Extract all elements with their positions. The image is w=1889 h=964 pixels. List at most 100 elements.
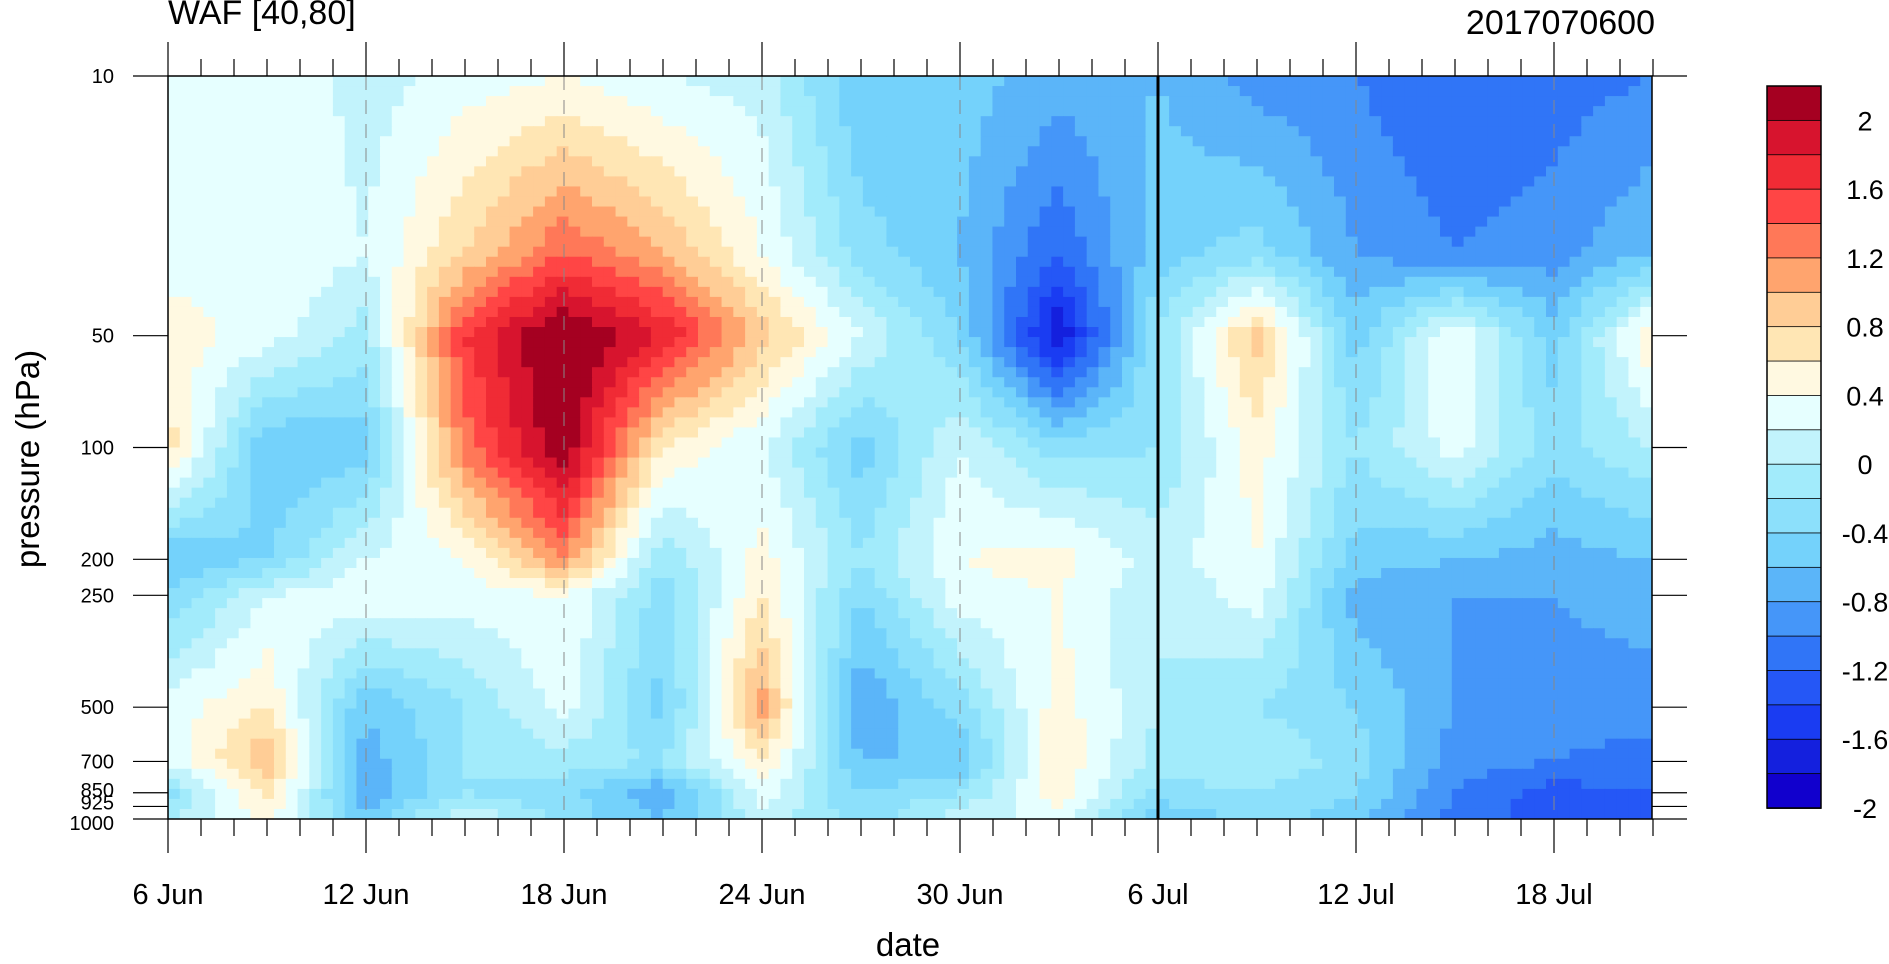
field-cell	[662, 337, 676, 348]
field-cell	[179, 96, 193, 107]
field-cell	[1322, 246, 1335, 258]
field-cell	[297, 457, 310, 469]
field-cell	[874, 377, 888, 388]
field-cell	[721, 337, 734, 348]
field-cell	[1581, 176, 1594, 188]
field-cell	[215, 347, 228, 358]
field-cell	[1145, 337, 1158, 348]
field-cell	[427, 276, 440, 288]
field-cell	[368, 116, 381, 127]
field-cell	[933, 457, 946, 469]
field-cell	[674, 166, 687, 177]
field-cell	[1074, 397, 1088, 408]
field-cell	[1169, 166, 1182, 177]
field-cell	[1510, 427, 1524, 439]
field-cell	[332, 226, 346, 238]
field-cell	[1322, 327, 1335, 338]
field-cell	[556, 377, 570, 388]
field-cell	[686, 387, 699, 398]
field-cell	[1381, 86, 1394, 97]
field-cell	[191, 246, 204, 258]
field-cell	[297, 166, 310, 177]
field-cell	[1133, 387, 1147, 398]
field-cell	[297, 106, 310, 117]
field-cell	[1122, 76, 1135, 87]
field-cell	[780, 126, 793, 137]
field-cell	[1451, 316, 1465, 328]
field-cell	[309, 216, 322, 228]
field-cell	[215, 106, 228, 117]
field-cell	[1004, 246, 1017, 258]
field-cell	[627, 96, 640, 107]
field-cell	[1569, 216, 1582, 228]
field-cell	[815, 166, 829, 177]
field-cell	[262, 166, 275, 177]
field-cell	[1039, 397, 1052, 408]
field-cell	[544, 327, 558, 338]
field-cell	[1581, 296, 1594, 308]
field-cell	[438, 136, 452, 147]
field-cell	[1239, 377, 1253, 388]
field-cell	[839, 327, 852, 338]
field-cell	[1381, 96, 1394, 107]
field-cell	[1334, 166, 1347, 177]
field-cell	[709, 266, 723, 278]
field-cell	[792, 246, 805, 258]
field-cell	[450, 306, 464, 318]
field-cell	[662, 96, 676, 107]
field-cell	[1369, 266, 1382, 278]
field-cell	[686, 146, 699, 157]
field-cell	[686, 337, 699, 348]
field-cell	[874, 276, 888, 288]
field-cell	[768, 166, 782, 177]
field-cell	[262, 427, 275, 439]
field-cell	[1440, 347, 1453, 358]
field-cell	[533, 316, 546, 328]
field-cell	[568, 136, 581, 147]
field-cell	[1098, 286, 1111, 298]
field-cell	[321, 156, 334, 167]
field-cell	[674, 407, 687, 418]
field-cell	[1640, 377, 1652, 388]
field-cell	[1357, 176, 1370, 188]
field-cell	[474, 347, 487, 358]
field-cell	[851, 186, 864, 198]
field-cell	[497, 196, 511, 208]
field-cell	[1498, 337, 1512, 348]
field-cell	[474, 397, 487, 408]
field-cell	[1228, 86, 1241, 97]
field-cell	[427, 106, 440, 117]
field-cell	[1310, 256, 1323, 268]
field-cell	[427, 126, 440, 137]
field-cell	[921, 226, 935, 238]
field-cell	[898, 256, 911, 268]
field-cell	[1098, 166, 1111, 177]
field-cell	[1286, 116, 1300, 127]
field-cell	[1381, 126, 1394, 137]
field-cell	[1334, 76, 1347, 87]
field-cell	[285, 377, 299, 388]
field-cell	[332, 276, 346, 288]
field-cell	[792, 206, 805, 218]
field-cell	[1416, 327, 1429, 338]
field-cell	[957, 96, 970, 107]
field-cell	[1016, 246, 1029, 258]
field-cell	[792, 196, 805, 208]
field-cell	[1616, 176, 1630, 188]
field-cell	[992, 357, 1005, 368]
field-cell	[650, 76, 664, 87]
field-cell	[1534, 306, 1547, 318]
field-cell	[438, 96, 452, 107]
field-cell	[1228, 437, 1241, 449]
field-cell	[544, 306, 558, 318]
field-cell	[650, 337, 664, 348]
field-cell	[191, 397, 204, 408]
field-cell	[544, 397, 558, 408]
field-cell	[168, 206, 181, 218]
field-cell	[1216, 256, 1229, 268]
field-cell	[403, 286, 416, 298]
field-cell	[415, 226, 428, 238]
field-cell	[568, 367, 581, 378]
field-cell	[368, 256, 381, 268]
field-cell	[674, 367, 687, 378]
